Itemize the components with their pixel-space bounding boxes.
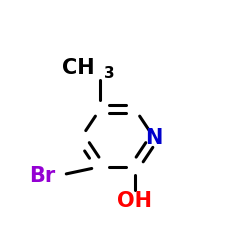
Text: 3: 3: [104, 66, 114, 81]
Text: CH: CH: [62, 58, 94, 78]
Text: OH: OH: [117, 191, 152, 211]
Text: N: N: [146, 128, 163, 148]
Text: Br: Br: [29, 166, 55, 186]
